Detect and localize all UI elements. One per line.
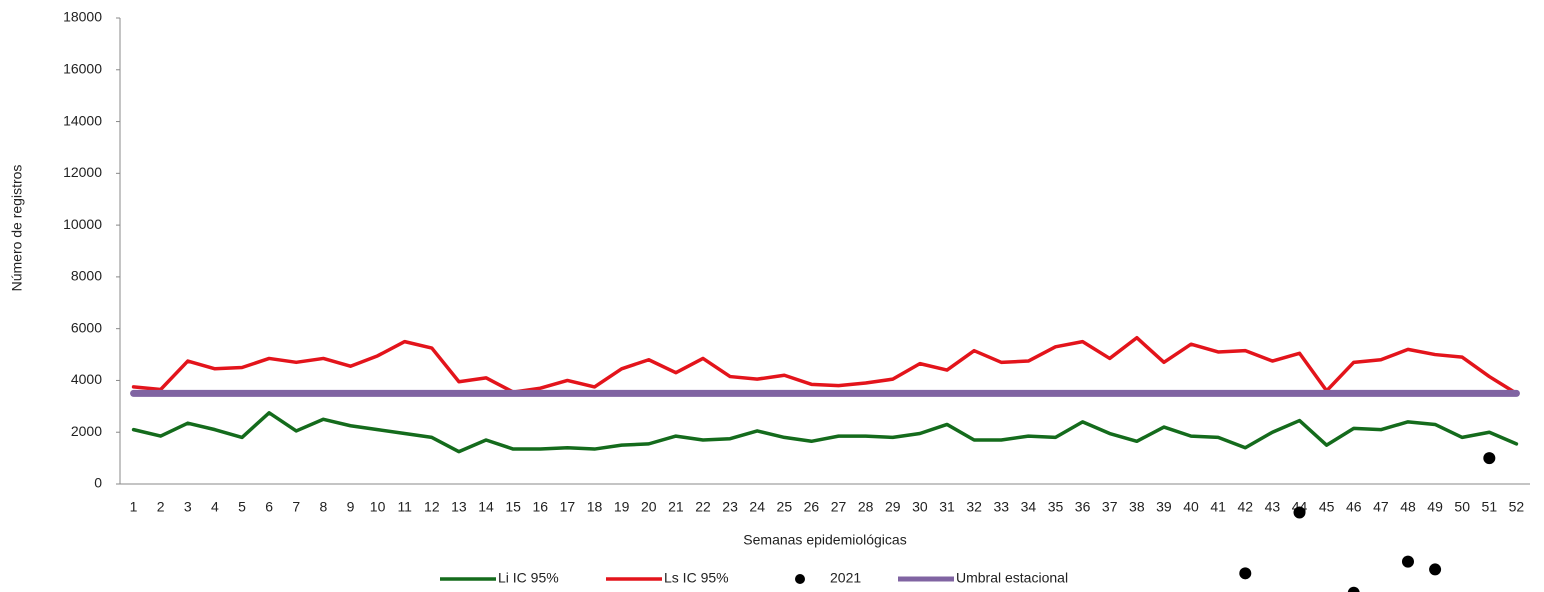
x-tick-label: 27 (831, 499, 847, 515)
series-dot (1483, 452, 1496, 465)
x-tick-label: 37 (1102, 499, 1118, 515)
x-tick-label: 25 (777, 499, 793, 515)
y-tick-label: 18000 (63, 9, 102, 25)
x-tick-label: 42 (1237, 499, 1253, 515)
x-tick-label: 1 (130, 499, 138, 515)
x-tick-label: 23 (722, 499, 738, 515)
legend-label: Umbral estacional (956, 570, 1068, 586)
x-tick-label: 41 (1210, 499, 1226, 515)
x-tick-label: 34 (1021, 499, 1037, 515)
x-tick-label: 45 (1319, 499, 1335, 515)
x-tick-label: 32 (966, 499, 982, 515)
x-tick-label: 49 (1427, 499, 1443, 515)
x-tick-label: 19 (614, 499, 630, 515)
x-tick-label: 36 (1075, 499, 1091, 515)
y-tick-label: 0 (94, 475, 102, 491)
x-tick-label: 10 (370, 499, 386, 515)
series-line (131, 411, 1519, 454)
x-tick-label: 24 (749, 499, 765, 515)
y-tick-label: 4000 (71, 371, 102, 387)
x-tick-label: 35 (1048, 499, 1064, 515)
x-tick-label: 51 (1482, 499, 1498, 515)
x-tick-label: 18 (587, 499, 603, 515)
x-tick-label: 52 (1509, 499, 1525, 515)
y-tick-label: 6000 (71, 319, 102, 335)
y-tick-label: 16000 (63, 60, 102, 76)
x-tick-label: 28 (858, 499, 874, 515)
x-tick-label: 4 (211, 499, 219, 515)
series-dot (1401, 555, 1414, 568)
x-tick-label: 16 (532, 499, 548, 515)
x-tick-label: 20 (641, 499, 657, 515)
y-tick-label: 2000 (71, 423, 102, 439)
legend-label: Li IC 95% (498, 570, 559, 586)
series-line (131, 335, 1519, 396)
legend-label: Ls IC 95% (664, 570, 729, 586)
x-tick-label: 47 (1373, 499, 1389, 515)
x-axis-title: Semanas epidemiológicas (743, 532, 906, 548)
x-tick-label: 2 (157, 499, 165, 515)
y-axis-title: Número de registros (9, 165, 25, 292)
series-dot (1293, 506, 1306, 519)
x-tick-label: 31 (939, 499, 955, 515)
x-tick-label: 33 (993, 499, 1009, 515)
x-tick-label: 46 (1346, 499, 1362, 515)
x-tick-label: 15 (505, 499, 521, 515)
x-tick-label: 11 (397, 499, 412, 515)
x-tick-label: 39 (1156, 499, 1172, 515)
x-tick-label: 22 (695, 499, 711, 515)
x-tick-label: 21 (668, 499, 684, 515)
x-tick-label: 8 (319, 499, 327, 515)
x-tick-label: 3 (184, 499, 192, 515)
x-tick-label: 17 (560, 499, 576, 515)
series-dot (1429, 563, 1442, 576)
x-tick-label: 7 (292, 499, 300, 515)
series-dot (1347, 586, 1360, 592)
x-tick-label: 43 (1265, 499, 1281, 515)
legend-marker (795, 574, 805, 584)
y-tick-label: 12000 (63, 164, 102, 180)
y-tick-label: 10000 (63, 216, 102, 232)
x-tick-label: 5 (238, 499, 246, 515)
legend-label: 2021 (830, 570, 861, 586)
x-tick-label: 29 (885, 499, 901, 515)
x-tick-label: 14 (478, 499, 494, 515)
x-tick-label: 9 (347, 499, 355, 515)
x-tick-label: 30 (912, 499, 928, 515)
x-tick-label: 13 (451, 499, 467, 515)
x-tick-label: 40 (1183, 499, 1199, 515)
x-tick-label: 6 (265, 499, 273, 515)
y-tick-label: 14000 (63, 112, 102, 128)
x-tick-label: 38 (1129, 499, 1145, 515)
x-tick-label: 12 (424, 499, 440, 515)
x-tick-label: 48 (1400, 499, 1416, 515)
x-tick-label: 26 (804, 499, 820, 515)
x-tick-label: 50 (1454, 499, 1470, 515)
y-tick-label: 8000 (71, 268, 102, 284)
series-dot (1239, 567, 1252, 580)
